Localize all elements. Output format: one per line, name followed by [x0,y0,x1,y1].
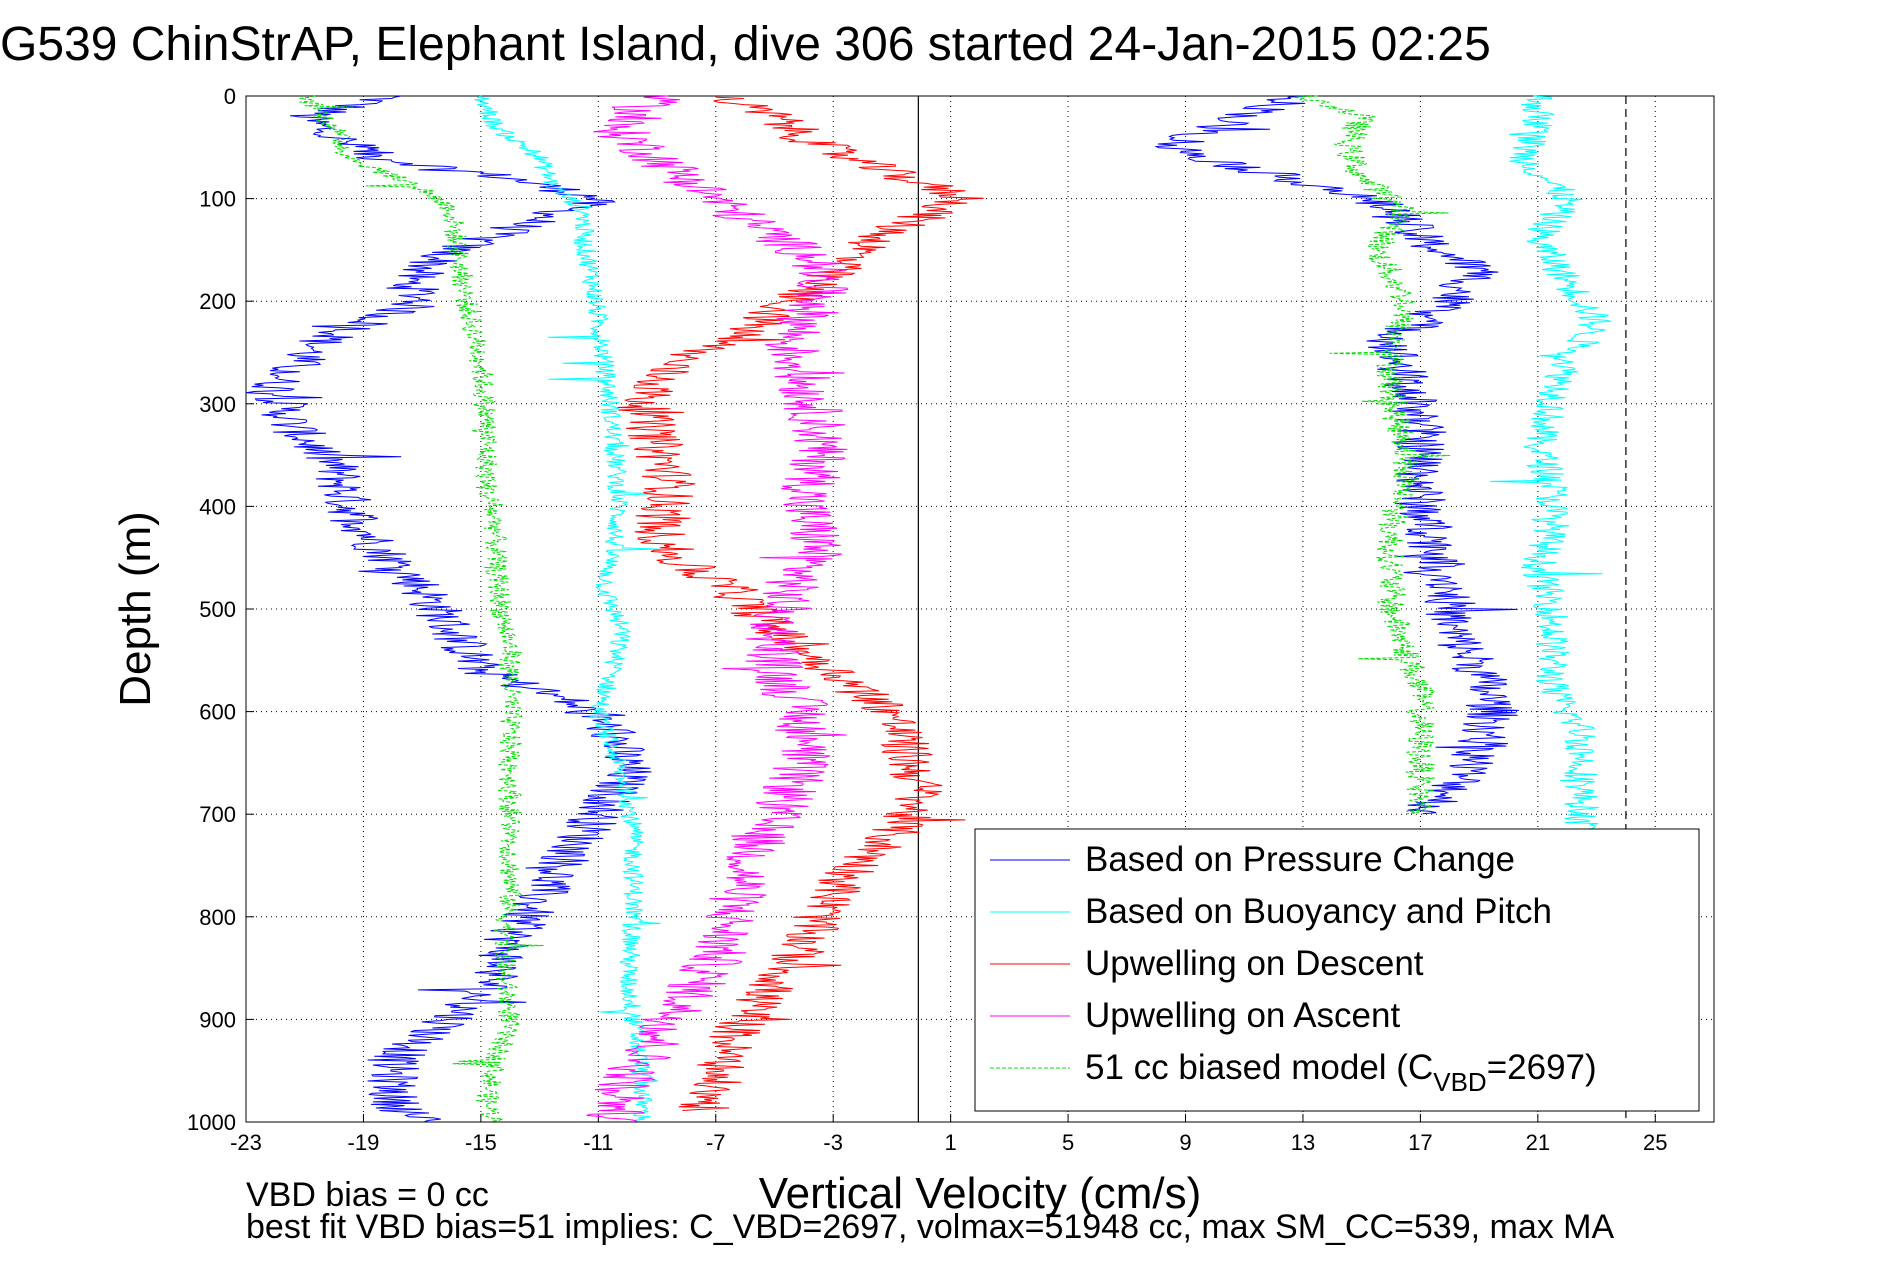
y-tick-label: 1000 [187,1110,236,1135]
y-axis-label: Depth (m) [111,511,160,707]
vbd-bias-text: VBD bias = 0 cc [246,1176,489,1214]
legend-box [974,828,1700,1112]
legend-label-text: Upwelling on Ascent [1085,996,1400,1035]
series-line-3 [586,95,849,1123]
y-tick-label: 500 [199,597,236,622]
y-tick-label: 200 [199,289,236,314]
y-tick-label: 600 [199,700,236,725]
legend-subscript: VBD [1433,1067,1486,1097]
x-tick-label: 25 [1643,1130,1667,1155]
legend-label: Based on Pressure Change [1085,840,1515,879]
series-line-7 [1293,95,1450,815]
y-tick-label: 100 [199,187,236,212]
reference-lines [917,96,1627,1122]
legend-label: Upwelling on Descent [1085,944,1424,983]
series-line-4 [299,95,544,1123]
legend-label-text: 51 cc biased model (C [1085,1048,1433,1087]
x-tick-label: 21 [1526,1130,1550,1155]
legend-label-text: Based on Pressure Change [1085,840,1515,879]
x-tick-label: -11 [583,1130,613,1155]
series-line-1 [474,95,661,1122]
best-fit-text: best fit VBD bias=51 implies: C_VBD=2697… [246,1208,1615,1246]
x-tick-label: -7 [706,1130,726,1155]
y-tick-label: 800 [199,905,236,930]
series-line-0 [246,95,652,1123]
legend-label-text: Based on Buoyancy and Pitch [1085,892,1552,931]
y-tick-labels: 0 100 200 300 400 500 600 700 800 900 1000 [187,84,236,1135]
x-tick-label: -3 [823,1130,843,1155]
series-line-2 [617,95,984,1111]
x-tick-label: -23 [230,1130,262,1155]
x-tick-label: 5 [1062,1130,1074,1155]
legend-label-text: Upwelling on Descent [1085,944,1424,983]
x-tick-label: -19 [348,1130,380,1155]
y-tick-label: 400 [199,494,236,519]
legend-suffix: =2697) [1487,1048,1597,1087]
legend: Based on Pressure Change Based on Buoyanc… [974,828,1700,1112]
x-tick-label: 9 [1179,1130,1191,1155]
y-tick-label: 300 [199,392,236,417]
series-layer [246,95,1612,1123]
x-tick-labels: -23 -19 -15 -11 -7 -3 1 5 9 13 17 21 25 [230,1130,1667,1155]
x-tick-label: 17 [1408,1130,1432,1155]
legend-label: Upwelling on Ascent [1085,996,1400,1035]
x-tick-label: 13 [1291,1130,1315,1155]
x-axis-label: Vertical Velocity (cm/s) [759,1169,1202,1218]
series-line-6 [1489,95,1612,834]
x-tick-label: 1 [945,1130,957,1155]
legend-label: 51 cc biased model (CVBD=2697) [1085,1048,1597,1097]
legend-label: Based on Buoyancy and Pitch [1085,892,1552,931]
y-tick-label: 0 [224,84,236,109]
x-tick-label: -15 [465,1130,497,1155]
chart-title: G539 ChinStrAP, Elephant Island, dive 30… [0,18,1491,71]
y-tick-label: 700 [199,802,236,827]
y-tick-label: 900 [199,1007,236,1032]
